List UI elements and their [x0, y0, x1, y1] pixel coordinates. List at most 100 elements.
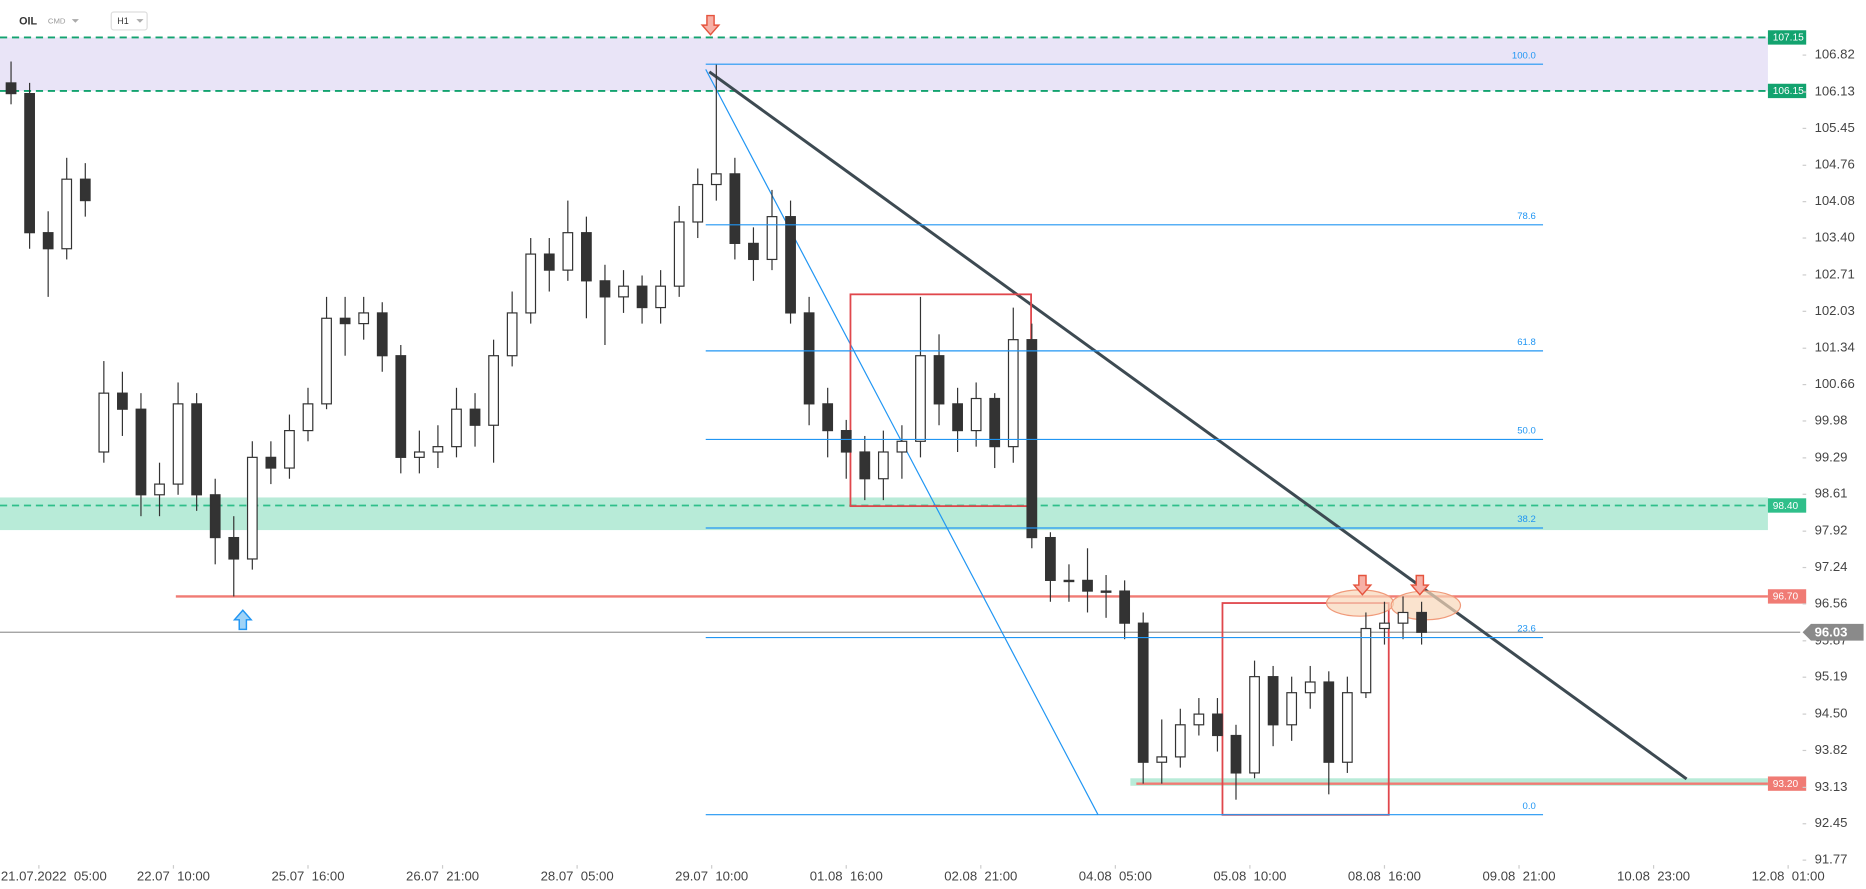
dropdown-caret[interactable]: [71, 19, 79, 23]
candle-body: [488, 355, 499, 426]
y-tick-label: 99.29: [1815, 449, 1848, 464]
candle-body: [896, 440, 908, 453]
candle-body: [822, 403, 834, 432]
interval-selector[interactable]: [110, 11, 148, 31]
y-tick-label: 91.77: [1815, 852, 1848, 867]
candle-body: [1249, 676, 1260, 774]
candle-body: [766, 216, 778, 261]
x-tick-label: 26.07 21:00: [406, 869, 479, 884]
interval: H1: [117, 16, 128, 26]
x-tick-label: 28.07 05:00: [541, 869, 614, 884]
x-tick-label: 05.08 10:00: [1213, 869, 1286, 884]
candle-body: [1212, 713, 1223, 737]
candle-body: [748, 242, 759, 261]
candle-body: [933, 355, 945, 405]
y-tick-label: 100.66: [1815, 376, 1855, 391]
candle-body: [1045, 536, 1056, 581]
y-tick-label: 96.56: [1815, 595, 1848, 610]
candle-body: [1416, 611, 1427, 633]
y-tick-label: 98.61: [1815, 486, 1848, 501]
fib-label: 23.6: [1517, 624, 1536, 635]
candle-body: [246, 456, 258, 560]
candle-body: [692, 183, 704, 223]
x-tick-label: 25.07 16:00: [271, 869, 344, 884]
level-label: 93.20: [1773, 779, 1799, 790]
symbol: OIL: [19, 15, 37, 27]
y-tick-label: 92.45: [1815, 815, 1848, 830]
y-tick-label: 95.19: [1815, 669, 1848, 684]
candle-body: [24, 93, 35, 234]
y-tick-label: 102.71: [1815, 266, 1855, 281]
level-tag: [1767, 589, 1807, 604]
fib-label: 100.0: [1512, 50, 1536, 61]
down-arrow: [1409, 574, 1430, 596]
zones: [0, 37, 1768, 786]
y-tick-label: 106.82: [1815, 47, 1855, 62]
fib-label: 78.6: [1517, 211, 1536, 222]
market: CMD: [48, 17, 66, 26]
candle-body: [117, 392, 128, 410]
candle-body: [1063, 579, 1075, 583]
candle-body: [785, 216, 796, 314]
candle-body: [581, 232, 592, 282]
x-tick-label: 10.08 23:00: [1617, 869, 1690, 884]
x-tick-label: 12.08 01:00: [1752, 869, 1825, 884]
candle-body: [1267, 676, 1279, 726]
last-price-label: 96.03: [1815, 624, 1848, 639]
candle-body: [1286, 692, 1298, 726]
fib-levels: 100.0 78.6 61.8 50.0 38.2 23.6 0.0: [705, 50, 1544, 816]
candle-body: [451, 408, 462, 448]
zone: [0, 497, 1768, 531]
candle-body: [915, 355, 926, 442]
candle-body: [877, 451, 889, 480]
candle-body: [1397, 611, 1409, 624]
fib-label: 50.0: [1517, 426, 1536, 437]
x-tick-label: 02.08 21:00: [944, 869, 1017, 884]
candle-body: [636, 285, 648, 309]
candle-body: [98, 392, 110, 453]
candle-body: [1323, 681, 1335, 763]
candle-body: [543, 253, 555, 271]
candle-body: [729, 173, 741, 244]
level-tag: [1767, 776, 1807, 791]
candle-body: [1156, 756, 1168, 763]
candle-body: [599, 280, 611, 298]
x-tick-label: 01.08 16:00: [810, 869, 883, 884]
y-tick-label: 102.03: [1815, 303, 1855, 318]
candle-body: [432, 446, 444, 453]
candle-body: [859, 451, 871, 480]
level-tag: [1767, 83, 1807, 99]
candle-body: [265, 456, 277, 469]
candle-body: [1100, 590, 1112, 593]
candle-body: [469, 408, 481, 426]
down-arrow: [1352, 574, 1373, 596]
x-tick-label: 29.07 10:00: [675, 869, 748, 884]
candle-body: [413, 451, 425, 458]
y-tick-label: 99.98: [1815, 412, 1848, 427]
x-tick-label: 22.07 10:00: [137, 869, 210, 884]
x-tick-label: 21.07.2022 05:00: [1, 869, 107, 884]
candle-body: [673, 221, 685, 287]
candle-body: [1119, 590, 1131, 624]
candle-body: [5, 82, 17, 95]
level-label: 107.15: [1773, 33, 1804, 44]
candle-body: [1174, 724, 1186, 758]
dropdown-caret[interactable]: [136, 19, 144, 23]
candle-body: [952, 403, 963, 432]
candle-body: [79, 178, 91, 202]
candle-body: [339, 317, 351, 325]
levels: [0, 36, 1801, 785]
y-tick-label: 104.76: [1815, 157, 1855, 172]
fib-label: 0.0: [1523, 801, 1536, 812]
candle-body: [228, 536, 240, 560]
y-tick-label: 104.08: [1815, 193, 1855, 208]
candle-body: [154, 483, 165, 496]
highlight: [1325, 589, 1395, 617]
level-tag: [1767, 30, 1807, 45]
candle-body: [655, 285, 667, 309]
down-arrow: [700, 14, 721, 36]
candle-body: [1379, 622, 1390, 630]
candle-body: [1341, 692, 1353, 763]
